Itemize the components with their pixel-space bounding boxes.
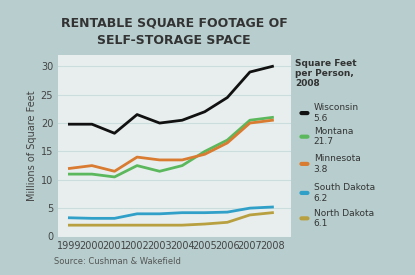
Text: Source: Cushman & Wakefield: Source: Cushman & Wakefield [54, 257, 181, 266]
Y-axis label: Millions of Square Feet: Millions of Square Feet [27, 90, 37, 201]
Text: Minnesota
3.8: Minnesota 3.8 [314, 154, 361, 174]
Text: Square Feet
per Person,
2008: Square Feet per Person, 2008 [295, 59, 357, 89]
Text: Wisconsin
5.6: Wisconsin 5.6 [314, 103, 359, 123]
Text: Montana
21.7: Montana 21.7 [314, 127, 353, 146]
Text: North Dakota
6.1: North Dakota 6.1 [314, 209, 374, 228]
Text: South Dakota
6.2: South Dakota 6.2 [314, 183, 375, 203]
Title: RENTABLE SQUARE FOOTAGE OF
SELF-STORAGE SPACE: RENTABLE SQUARE FOOTAGE OF SELF-STORAGE … [61, 17, 288, 47]
